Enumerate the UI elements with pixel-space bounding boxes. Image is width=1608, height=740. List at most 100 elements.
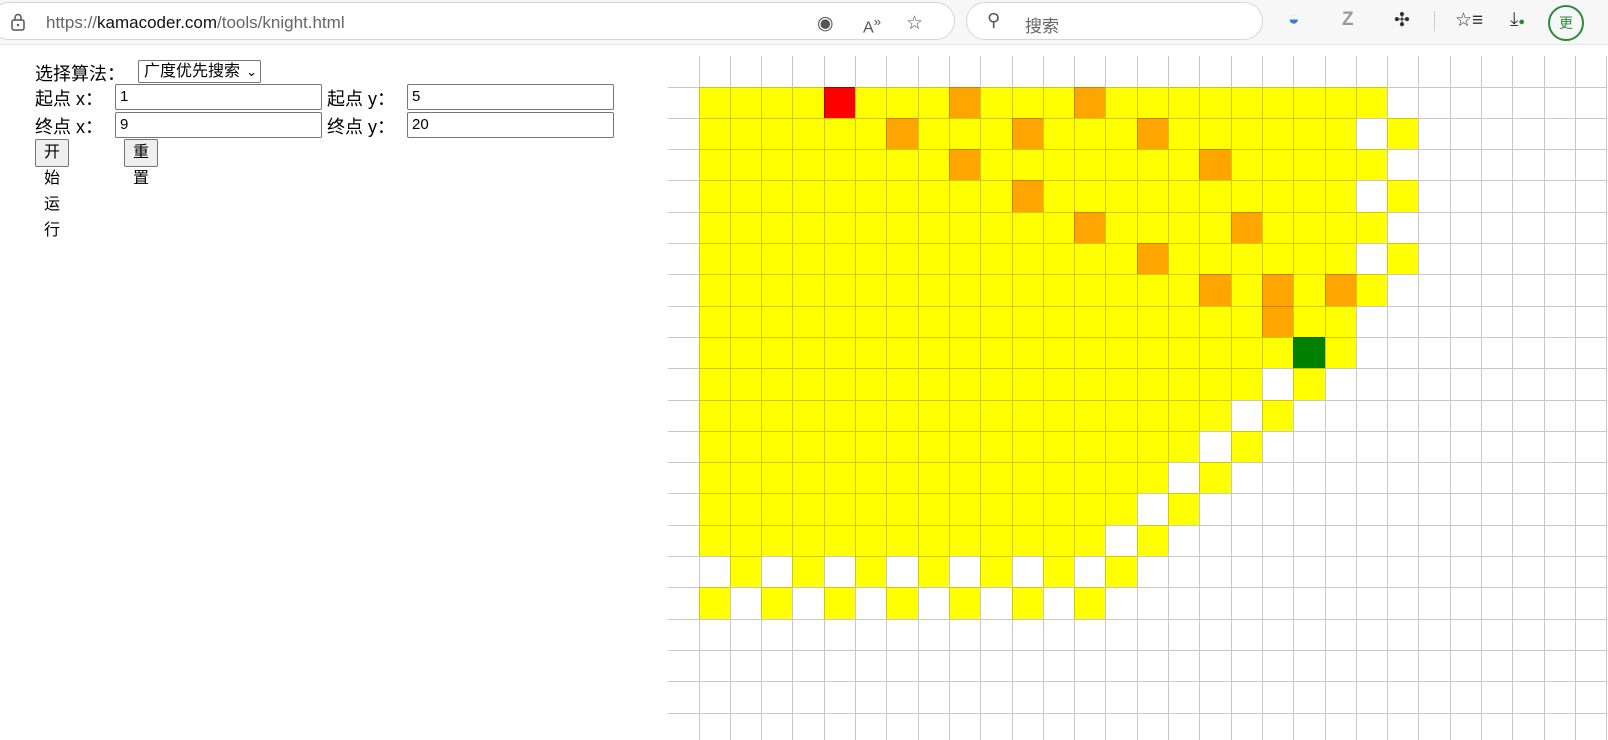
- grid-cell-visited[interactable]: [1293, 211, 1326, 245]
- grid-cell-visited[interactable]: [917, 180, 950, 213]
- grid-cell-visited[interactable]: [1011, 243, 1044, 276]
- extension-z-icon[interactable]: Z: [1342, 9, 1354, 30]
- grid-cell-visited[interactable]: [1074, 587, 1107, 620]
- grid-cell-visited[interactable]: [1261, 211, 1295, 245]
- grid-cell-empty[interactable]: [1481, 368, 1514, 401]
- grid-cell-empty[interactable]: [1387, 712, 1420, 740]
- grid-cell-visited[interactable]: [1230, 430, 1263, 464]
- grid-cell-visited[interactable]: [980, 336, 1013, 370]
- grid-cell-empty[interactable]: [1293, 56, 1326, 88]
- grid-cell-empty[interactable]: [1574, 430, 1608, 464]
- grid-cell-empty[interactable]: [1387, 556, 1420, 589]
- grid-cell-visited[interactable]: [1199, 368, 1232, 401]
- grid-cell-visited[interactable]: [886, 399, 919, 432]
- grid-cell-empty[interactable]: [1387, 493, 1420, 526]
- grid-cell-empty[interactable]: [1418, 462, 1451, 495]
- grid-cell-empty[interactable]: [1418, 117, 1451, 151]
- grid-cell-visited[interactable]: [729, 117, 763, 151]
- grid-cell-visited[interactable]: [823, 180, 857, 213]
- grid-cell-visited[interactable]: [980, 274, 1013, 307]
- grid-cell-empty[interactable]: [1261, 649, 1295, 683]
- grid-cell-empty[interactable]: [823, 649, 857, 683]
- grid-cell-empty[interactable]: [1512, 274, 1545, 307]
- grid-cell-empty[interactable]: [1574, 368, 1608, 401]
- grid-cell-empty[interactable]: [1418, 618, 1451, 651]
- grid-cell-empty[interactable]: [1355, 368, 1389, 401]
- grid-cell-empty[interactable]: [729, 681, 763, 714]
- grid-cell-visited[interactable]: [917, 399, 950, 432]
- grid-cell-empty[interactable]: [1449, 180, 1483, 213]
- grid-cell-visited[interactable]: [1230, 86, 1263, 119]
- grid-cell-empty[interactable]: [1574, 211, 1608, 245]
- grid-cell-visited[interactable]: [1042, 462, 1076, 495]
- grid-cell-visited[interactable]: [886, 86, 919, 119]
- grid-cell-visited[interactable]: [917, 149, 950, 182]
- grid-cell-empty[interactable]: [886, 681, 919, 714]
- grid-cell-path[interactable]: [1136, 117, 1170, 151]
- grid-cell-visited[interactable]: [1261, 149, 1295, 182]
- grid-cell-visited[interactable]: [855, 243, 888, 276]
- grid-cell-empty[interactable]: [1387, 430, 1420, 464]
- grid-cell-visited[interactable]: [917, 117, 950, 151]
- grid-cell-empty[interactable]: [1449, 243, 1483, 276]
- grid-cell-empty[interactable]: [1074, 56, 1107, 88]
- grid-cell-empty[interactable]: [668, 149, 700, 182]
- grid-cell-path[interactable]: [1074, 211, 1107, 245]
- grid-cell-empty[interactable]: [1074, 618, 1107, 651]
- grid-cell-empty[interactable]: [1011, 618, 1044, 651]
- grid-cell-visited[interactable]: [980, 180, 1013, 213]
- grid-cell-empty[interactable]: [855, 56, 888, 88]
- grid-cell-empty[interactable]: [1293, 524, 1326, 558]
- grid-cell-visited[interactable]: [1042, 399, 1076, 432]
- grid-cell-empty[interactable]: [1574, 587, 1608, 620]
- grid-cell-empty[interactable]: [1355, 493, 1389, 526]
- grid-cell-empty[interactable]: [761, 649, 794, 683]
- grid-cell-empty[interactable]: [1042, 618, 1076, 651]
- grid-cell-empty[interactable]: [1199, 681, 1232, 714]
- grid-cell-visited[interactable]: [1074, 524, 1107, 558]
- grid-cell-empty[interactable]: [668, 243, 700, 276]
- grid-cell-empty[interactable]: [1449, 587, 1483, 620]
- grid-cell-visited[interactable]: [1230, 117, 1263, 151]
- grid-cell-empty[interactable]: [1387, 649, 1420, 683]
- grid-cell-empty[interactable]: [1418, 681, 1451, 714]
- grid-cell-visited[interactable]: [1105, 149, 1138, 182]
- grid-cell-visited[interactable]: [1324, 117, 1357, 151]
- grid-cell-empty[interactable]: [886, 649, 919, 683]
- grid-cell-empty[interactable]: [1512, 86, 1545, 119]
- grid-cell-empty[interactable]: [1042, 56, 1076, 88]
- grid-cell-visited[interactable]: [886, 587, 919, 620]
- grid-cell-visited[interactable]: [855, 86, 888, 119]
- grid-cell-visited[interactable]: [1324, 211, 1357, 245]
- grid-cell-visited[interactable]: [855, 305, 888, 338]
- grid-cell-visited[interactable]: [1011, 587, 1044, 620]
- grid-cell-visited[interactable]: [1168, 117, 1201, 151]
- grid-cell-empty[interactable]: [1574, 399, 1608, 432]
- grid-cell-visited[interactable]: [1042, 368, 1076, 401]
- grid-cell-visited[interactable]: [855, 274, 888, 307]
- grid-cell-visited[interactable]: [823, 462, 857, 495]
- grid-cell-visited[interactable]: [761, 493, 794, 526]
- grid-cell-visited[interactable]: [1168, 305, 1201, 338]
- grid-cell-empty[interactable]: [1293, 462, 1326, 495]
- grid-cell-empty[interactable]: [1574, 556, 1608, 589]
- grid-cell-visited[interactable]: [917, 430, 950, 464]
- grid-cell-empty[interactable]: [1293, 556, 1326, 589]
- grid-cell-empty[interactable]: [1418, 556, 1451, 589]
- grid-cell-empty[interactable]: [761, 56, 794, 88]
- grid-cell-visited[interactable]: [1042, 274, 1076, 307]
- run-button[interactable]: 开始运行: [35, 139, 70, 239]
- grid-cell-empty[interactable]: [1293, 618, 1326, 651]
- grid-cell-visited[interactable]: [886, 243, 919, 276]
- grid-cell-empty[interactable]: [729, 587, 763, 620]
- grid-cell-visited[interactable]: [980, 86, 1013, 119]
- grid-cell-visited[interactable]: [1324, 180, 1357, 213]
- favorites-list-icon[interactable]: ☆≡: [1455, 10, 1484, 31]
- grid-cell-visited[interactable]: [1011, 274, 1044, 307]
- grid-cell-visited[interactable]: [1011, 524, 1044, 558]
- grid-cell-empty[interactable]: [980, 618, 1013, 651]
- grid-cell-visited[interactable]: [1261, 180, 1295, 213]
- grid-cell-visited[interactable]: [855, 368, 888, 401]
- grid-cell-visited[interactable]: [729, 430, 763, 464]
- grid-cell-visited[interactable]: [1074, 149, 1107, 182]
